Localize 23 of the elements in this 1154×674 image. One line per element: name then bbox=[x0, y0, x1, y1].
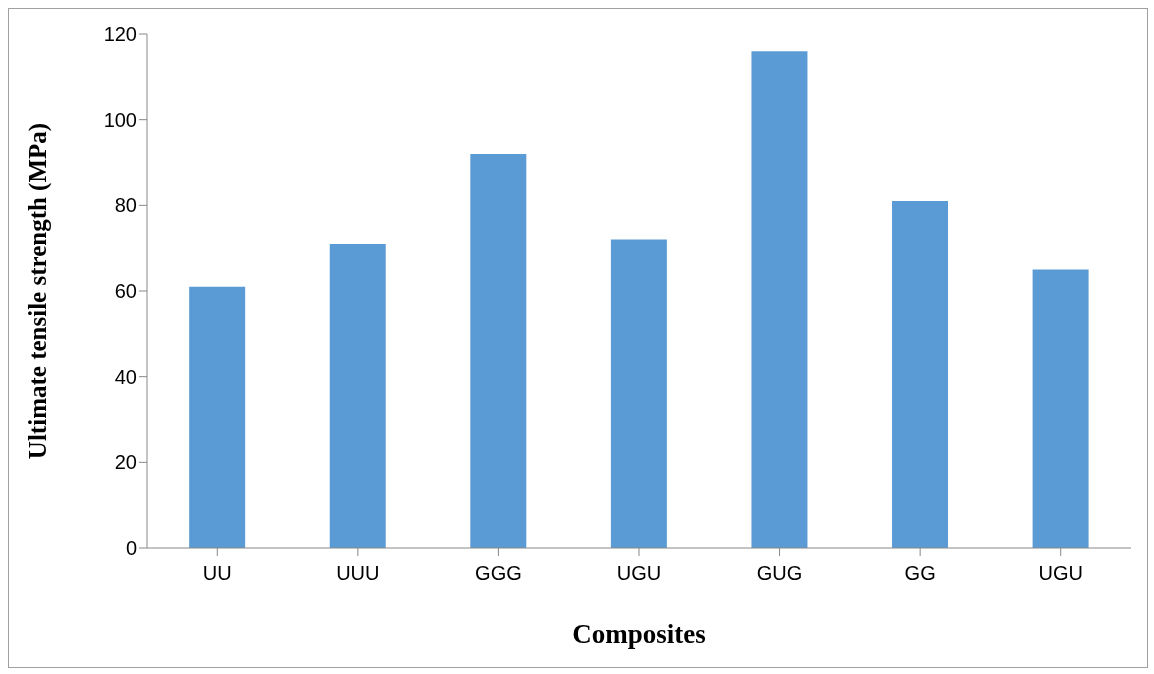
bar bbox=[610, 239, 667, 548]
y-tick-label: 120 bbox=[103, 23, 137, 46]
x-tick-label: GUG bbox=[756, 562, 803, 585]
x-tick-label: GGG bbox=[475, 562, 522, 585]
x-tick-label: UGU bbox=[1038, 562, 1083, 585]
x-tick-label: UGU bbox=[616, 562, 662, 585]
bar bbox=[329, 243, 386, 548]
y-tick-label: 80 bbox=[114, 194, 137, 217]
bar bbox=[189, 286, 246, 548]
y-tick-label: 100 bbox=[103, 108, 137, 131]
y-tick-label: 40 bbox=[114, 365, 137, 388]
y-tick-label: 20 bbox=[114, 451, 137, 474]
bar bbox=[1032, 269, 1089, 548]
x-tick-label: UUU bbox=[336, 562, 380, 585]
bar bbox=[751, 51, 808, 548]
y-tick-label: 60 bbox=[114, 280, 137, 303]
x-tick-label: UU bbox=[202, 562, 232, 585]
bar bbox=[892, 201, 949, 548]
x-tick-label: GG bbox=[904, 562, 936, 585]
bar bbox=[470, 153, 527, 548]
x-axis-title: Composites bbox=[572, 619, 706, 649]
y-tick-label: 0 bbox=[125, 537, 137, 560]
y-axis-title: Ultimate tensile strength (MPa) bbox=[23, 122, 52, 460]
